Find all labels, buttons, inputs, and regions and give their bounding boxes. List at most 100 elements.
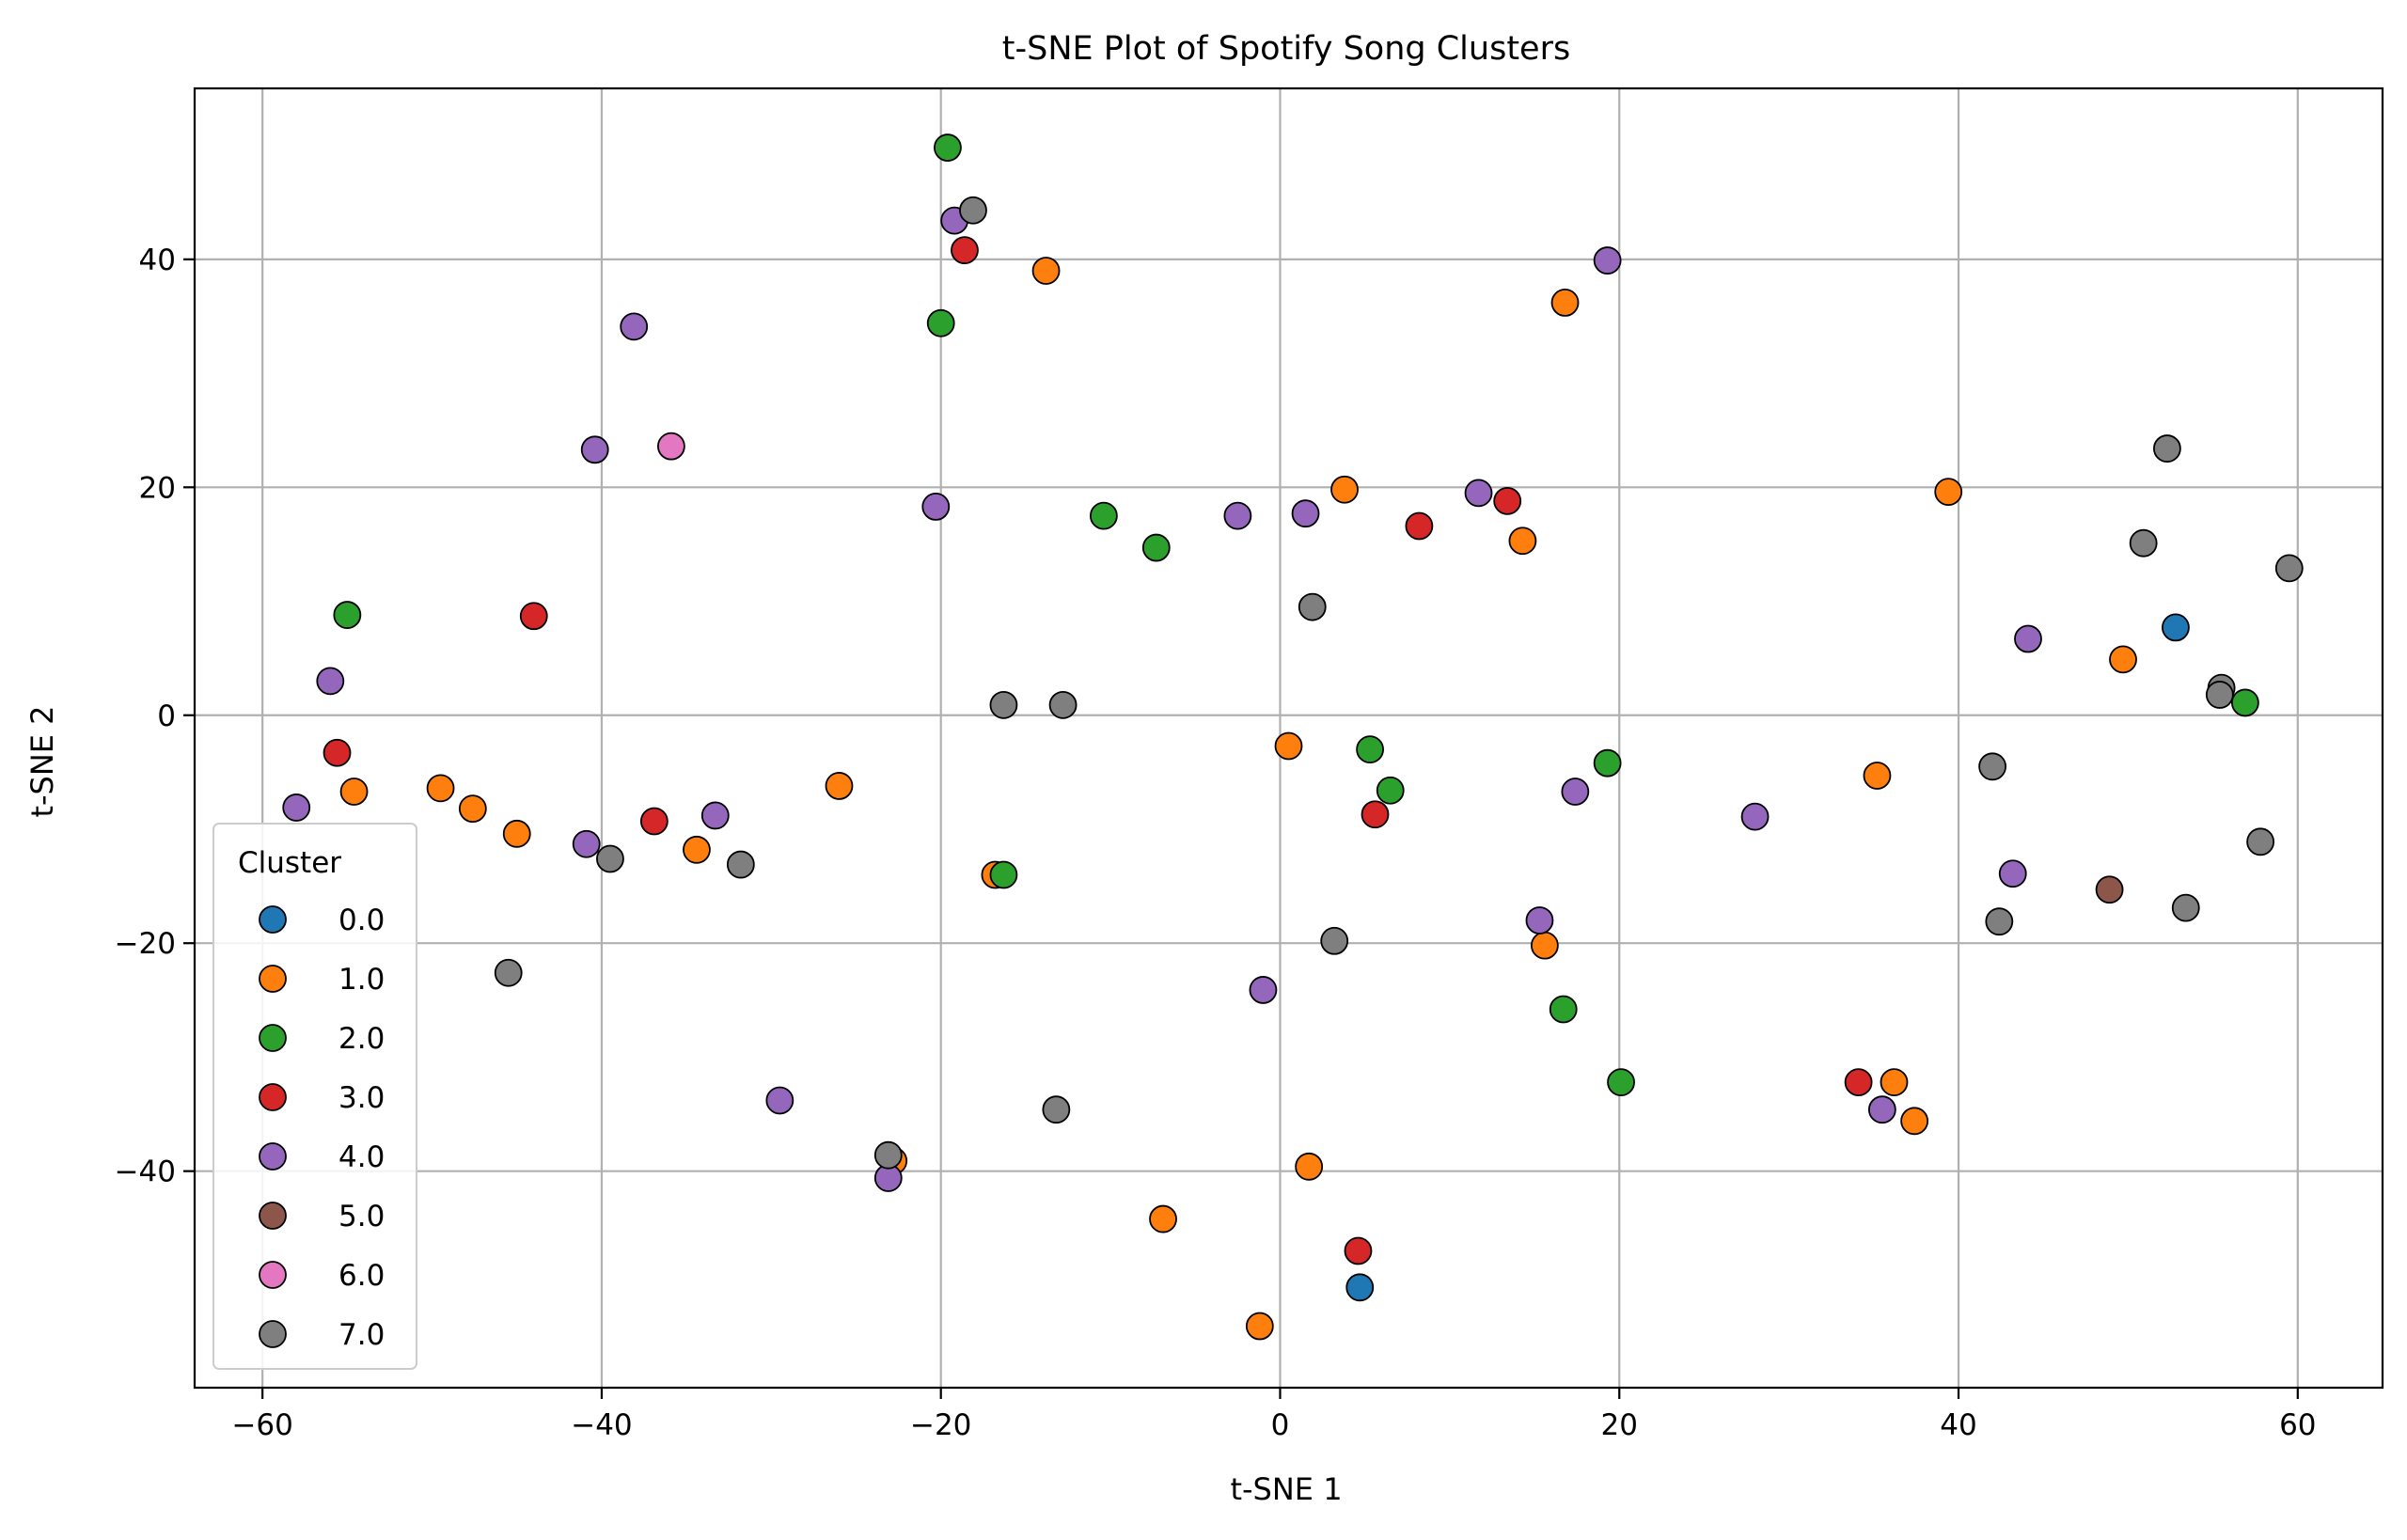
scatter-point-cluster-4.0: [2014, 624, 2042, 653]
scatter-point-cluster-2.0: [1593, 748, 1622, 778]
scatter-point-cluster-1.0: [1530, 931, 1559, 960]
scatter-point-cluster-4.0: [1291, 499, 1320, 528]
scatter-point-cluster-4.0: [700, 801, 730, 830]
scatter-point-cluster-1.0: [1274, 731, 1303, 761]
scatter-point-cluster-4.0: [765, 1086, 794, 1115]
legend-label: 4.0: [338, 1140, 385, 1174]
scatter-point-cluster-4.0: [580, 435, 609, 464]
scatter-point-cluster-7.0: [1985, 907, 2014, 936]
scatter-point-cluster-7.0: [1320, 926, 1349, 955]
scatter-point-cluster-1.0: [1295, 1152, 1324, 1181]
scatter-point-cluster-4.0: [921, 493, 951, 521]
scatter-point-cluster-7.0: [596, 844, 624, 873]
scatter-point-cluster-1.0: [1880, 1068, 1909, 1097]
plot-frame: [193, 86, 2384, 1390]
x-axis-label: t-SNE 1: [1230, 1471, 1342, 1507]
scatter-point-cluster-3.0: [1493, 486, 1522, 515]
legend-marker: [259, 965, 287, 993]
y-tick-label: −40: [115, 1155, 176, 1189]
legend-box: [212, 823, 417, 1370]
scatter-point-cluster-7.0: [2246, 827, 2275, 856]
scatter-point-cluster-1.0: [458, 794, 487, 824]
legend-label: 6.0: [338, 1259, 385, 1293]
data-points: [282, 134, 2304, 1341]
scatter-point-cluster-3.0: [1405, 511, 1434, 541]
scatter-point-cluster-7.0: [1298, 592, 1327, 621]
legend: Cluster 0.0 1.0 2.0 3.0 4.0 5.0 6.0 7.0: [212, 823, 417, 1370]
chart-title: t-SNE Plot of Spotify Song Clusters: [1002, 30, 1570, 68]
legend-marker: [259, 1083, 287, 1111]
scatter-point-cluster-4.0: [1249, 976, 1278, 1004]
scatter-point-cluster-3.0: [1361, 800, 1390, 829]
scatter-point-cluster-3.0: [951, 236, 979, 265]
legend-marker: [259, 1261, 287, 1289]
scatter-point-cluster-1.0: [1031, 257, 1061, 285]
scatter-point-cluster-3.0: [323, 738, 352, 767]
scatter-point-cluster-3.0: [519, 602, 548, 631]
scatter-point-cluster-7.0: [2153, 434, 2181, 463]
scatter-point-cluster-1.0: [2109, 645, 2137, 674]
scatter-point-cluster-2.0: [934, 134, 962, 162]
scatter-point-cluster-7.0: [726, 850, 755, 879]
y-tick-label: 20: [139, 471, 176, 505]
scatter-point-cluster-4.0: [620, 312, 649, 341]
scatter-point-cluster-7.0: [2171, 893, 2200, 922]
x-tick-label: −40: [571, 1408, 632, 1442]
scatter-point-cluster-2.0: [1376, 776, 1405, 805]
grid-lines: [195, 88, 2383, 1388]
x-tick-label: 20: [1601, 1408, 1638, 1442]
x-tick-label: −60: [231, 1408, 292, 1442]
y-tick-label: 40: [139, 244, 176, 277]
legend-label: 3.0: [338, 1081, 385, 1115]
legend-items: 0.0 1.0 2.0 3.0 4.0 5.0 6.0 7.0: [259, 904, 385, 1352]
scatter-point-cluster-1.0: [1550, 289, 1580, 317]
scatter-point-cluster-7.0: [1042, 1095, 1071, 1124]
scatter-point-cluster-7.0: [989, 690, 1018, 719]
x-tick-label: 60: [2279, 1408, 2316, 1442]
scatter-point-cluster-7.0: [2274, 554, 2304, 583]
legend-marker: [259, 1142, 287, 1171]
scatter-point-cluster-4.0: [1561, 778, 1590, 806]
scatter-point-cluster-7.0: [873, 1140, 903, 1170]
scatter-point-cluster-1.0: [683, 835, 711, 864]
scatter-point-cluster-2.0: [333, 601, 362, 629]
scatter-point-cluster-4.0: [1998, 859, 2027, 888]
scatter-point-cluster-1.0: [1245, 1312, 1274, 1341]
scatter-point-cluster-4.0: [282, 794, 311, 822]
scatter-point-cluster-1.0: [1934, 478, 1963, 507]
legend-label: 1.0: [338, 963, 385, 997]
scatter-point-cluster-0.0: [1345, 1273, 1375, 1302]
scatter-point-cluster-6.0: [656, 432, 685, 461]
scatter-point-cluster-4.0: [316, 667, 345, 696]
scatter-point-cluster-2.0: [1356, 735, 1384, 764]
scatter-point-cluster-2.0: [1607, 1068, 1635, 1097]
scatter-point-cluster-3.0: [1344, 1236, 1373, 1265]
scatter-point-cluster-7.0: [2129, 528, 2158, 558]
scatter-point-cluster-1.0: [426, 774, 455, 803]
legend-label: 2.0: [338, 1022, 385, 1056]
scatter-point-cluster-5.0: [2095, 875, 2124, 904]
scatter-point-cluster-4.0: [1223, 501, 1252, 530]
scatter-point-cluster-1.0: [502, 819, 531, 848]
axis-ticks: −60 −40 −20 0 20 40 60 −40 −20 0 20 40: [115, 244, 2317, 1442]
scatter-point-cluster-2.0: [989, 860, 1018, 889]
scatter-point-cluster-4.0: [1867, 1095, 1896, 1124]
scatter-point-cluster-1.0: [1330, 475, 1359, 504]
scatter-point-cluster-4.0: [1593, 246, 1622, 275]
scatter-point-cluster-3.0: [639, 807, 669, 836]
legend-label: 7.0: [338, 1318, 385, 1352]
scatter-point-cluster-4.0: [1740, 802, 1770, 831]
scatter-point-cluster-2.0: [1141, 533, 1171, 562]
scatter-point-cluster-1.0: [1863, 762, 1892, 790]
scatter-point-cluster-7.0: [1048, 690, 1078, 719]
scatter-point-cluster-4.0: [1525, 906, 1554, 935]
scatter-point-cluster-7.0: [494, 958, 523, 987]
scatter-point-cluster-0.0: [2162, 613, 2190, 642]
scatter-point-cluster-4.0: [1464, 479, 1493, 508]
y-axis-label: t-SNE 2: [24, 705, 60, 817]
scatter-point-cluster-2.0: [1549, 995, 1578, 1024]
y-tick-label: −20: [115, 927, 176, 961]
legend-title: Cluster: [238, 846, 341, 880]
x-tick-label: 40: [1940, 1408, 1976, 1442]
scatter-point-cluster-1.0: [1508, 526, 1537, 556]
